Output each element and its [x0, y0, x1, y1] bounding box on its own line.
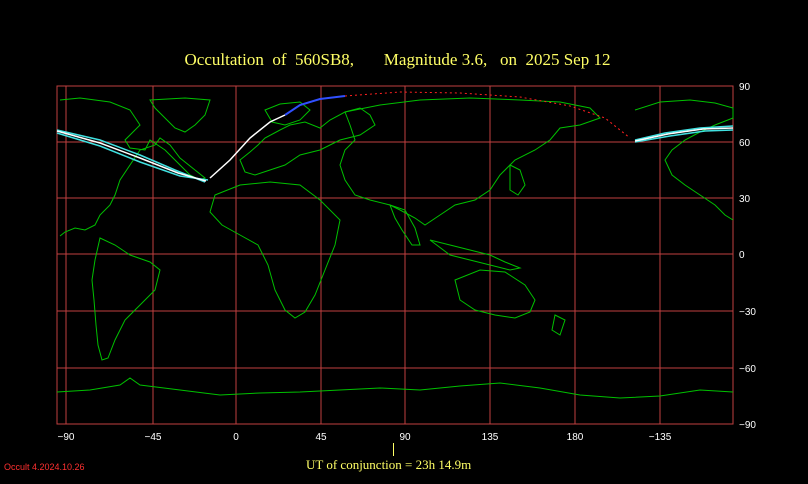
- graticule: [56, 85, 734, 425]
- map-frame: [56, 85, 734, 425]
- longitude-tick-label: −90: [58, 432, 75, 443]
- latitude-labels: 90 60 30 0 −30 −60 −90: [739, 82, 756, 431]
- north-america-coast: [59, 97, 206, 237]
- path-center-left: [56, 130, 207, 182]
- latitude-tick-label: 60: [739, 138, 751, 149]
- map-title: Occultation of 560SB8, Magnitude 3.6, on…: [184, 50, 611, 69]
- latitude-tick-label: −60: [739, 364, 756, 375]
- path-edge-north-right: [634, 125, 734, 141]
- new-zealand-coast: [551, 314, 566, 336]
- longitude-tick-label: 90: [399, 432, 411, 443]
- coastlines: [56, 97, 734, 399]
- path-edge-south-left: [56, 132, 209, 181]
- path-high-latitude: [284, 95, 346, 116]
- longitude-tick-label: 180: [567, 432, 584, 443]
- latitude-tick-label: 90: [739, 82, 751, 93]
- latitude-tick-label: −30: [739, 307, 756, 318]
- latitude-tick-label: −90: [739, 420, 756, 431]
- japan-coast: [509, 164, 526, 196]
- longitude-tick-label: −135: [649, 432, 672, 443]
- africa-coast: [209, 181, 341, 319]
- asia-coast: [339, 97, 601, 226]
- path-edge-north-left: [56, 129, 206, 183]
- latitude-tick-label: 30: [739, 194, 751, 205]
- utc-conjunction-label: UT of conjunction = 23h 14.9m: [306, 457, 472, 472]
- europe-coast: [239, 107, 376, 176]
- occultation-paths: [56, 91, 734, 183]
- australia-coast: [454, 269, 536, 319]
- conjunction-marker: [393, 443, 394, 456]
- longitude-tick-label: 45: [315, 432, 327, 443]
- path-center-rising: [209, 114, 286, 179]
- path-dotted-arc: [344, 91, 631, 139]
- version-label: Occult 4.2024.10.26: [4, 462, 85, 472]
- path-center-right: [634, 127, 734, 142]
- antarctica-coast: [56, 377, 734, 399]
- latitude-tick-label: 0: [739, 250, 745, 261]
- longitude-tick-label: 0: [233, 432, 239, 443]
- scandinavia-coast: [264, 101, 311, 126]
- longitude-labels: −90 −45 0 45 90 135 180 −135: [58, 432, 672, 443]
- alaska-coast: [634, 99, 734, 221]
- india-coast: [389, 204, 421, 246]
- south-america-coast: [91, 237, 161, 361]
- longitude-tick-label: −45: [145, 432, 162, 443]
- southeast-asia-islands: [429, 239, 522, 271]
- greenland-coast: [149, 97, 211, 133]
- path-edge-south-right: [634, 129, 734, 143]
- longitude-tick-label: 135: [482, 432, 499, 443]
